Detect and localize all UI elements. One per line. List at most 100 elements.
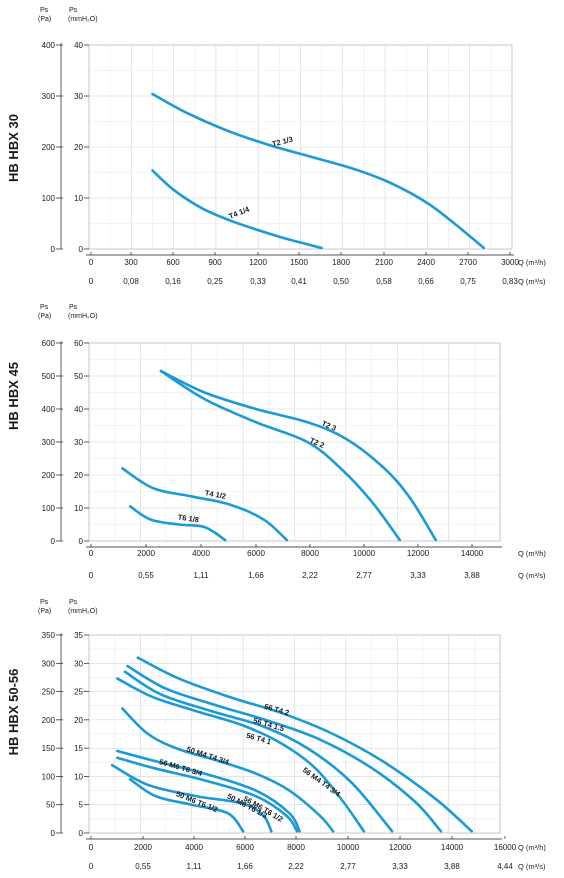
y-tick-label-pa: 300: [42, 92, 56, 101]
x-tick-label: 3000: [501, 258, 519, 267]
chart-panel-3: HB HBX 50-56 Ps (Pa) Ps (mmH₂O) 0 5 10 15 20 25 30 3…: [6, 599, 546, 871]
y-tick-label-pa: 200: [42, 471, 56, 480]
y-tick-label-mm: 50: [74, 372, 83, 381]
x-axis-title: Q (m³/h): [518, 843, 546, 852]
ylabel-mm-symbol: Ps: [69, 7, 78, 14]
x-tick-label-m3s: 2,77: [340, 862, 356, 871]
ylabel-pa-unit: (Pa): [38, 608, 51, 615]
ylabel-mm-symbol: Ps: [69, 304, 78, 311]
y-tick-label-mm: 10: [74, 772, 83, 781]
series-line: [110, 763, 273, 833]
x-axis-title-m3s: Q (m³/s): [518, 862, 546, 871]
y-tick-label-mm: 30: [74, 659, 83, 668]
y-tick-label-mm: 35: [74, 631, 83, 640]
x-tick-label-m3s: 2,22: [288, 862, 304, 871]
y-tick-label-mm: 40: [74, 405, 83, 414]
y-tick-label-pa: 0: [51, 245, 56, 254]
y-tick-label-pa: 400: [42, 41, 56, 50]
series-line: [151, 92, 486, 250]
y-tick-label-pa: 500: [42, 372, 56, 381]
ylabel-pa-symbol: Ps: [40, 7, 49, 14]
chart-title: HB HBX 50-56: [6, 669, 21, 756]
x-tick-label: 14000: [461, 549, 484, 558]
x-tick-label: 2400: [417, 258, 435, 267]
x-axis-title-m3s: Q (m³/s): [518, 571, 546, 580]
x-tick-label-m3s: 0,58: [376, 277, 392, 286]
x-tick-label: 0: [89, 549, 94, 558]
series-line: [159, 369, 438, 542]
x-tick-label: 1500: [290, 258, 308, 267]
x-tick-label: 12000: [389, 843, 412, 852]
series-label: T6 1/8: [177, 513, 199, 525]
ylabel-pa-symbol: Ps: [40, 599, 49, 606]
x-tick-label-m3s: 4,44: [497, 862, 513, 871]
chart-panel-2: HB HBX 45Ps(Pa)Ps(mmH₂O)0102030405060010…: [6, 304, 546, 580]
y-tick-label-pa: 0: [51, 829, 56, 838]
y-tick-label-pa: 200: [42, 143, 56, 152]
x-tick-label-m3s: 1,66: [248, 571, 264, 580]
series-label: T4 1/2: [204, 488, 227, 501]
y-tick-label-pa: 50: [46, 801, 55, 810]
x-tick-label-m3s: 0: [89, 862, 94, 871]
x-tick-label: 900: [208, 258, 222, 267]
series-line: [121, 467, 289, 542]
x-tick-label-m3s: 3,33: [410, 571, 426, 580]
x-tick-label: 2100: [375, 258, 393, 267]
x-tick-label-m3s: 0,75: [460, 277, 476, 286]
x-tick-label: 10000: [353, 549, 376, 558]
ylabel-pa-unit: (Pa): [38, 313, 51, 320]
grid: [88, 342, 501, 542]
x-tick-label: 8000: [287, 843, 305, 852]
series-label: 56 T4 2: [263, 702, 290, 718]
x-tick-label-m3s: 0,41: [291, 277, 307, 286]
x-tick-label: 1800: [332, 258, 350, 267]
y-tick-label-pa: 400: [42, 405, 56, 414]
y-tick-label-pa: 600: [42, 339, 56, 348]
series-line: [128, 777, 245, 833]
x-tick-label: 6000: [236, 843, 254, 852]
x-tick-label: 0: [89, 258, 94, 267]
x-tick-label: 600: [166, 258, 180, 267]
x-tick-label: 12000: [407, 549, 430, 558]
y-tick-label-pa: 0: [51, 537, 56, 546]
series-line: [115, 749, 301, 833]
ylabel-pa-unit: (Pa): [38, 16, 51, 23]
x-tick-label: 2000: [137, 549, 155, 558]
x-tick-label: 4000: [192, 549, 210, 558]
y-tick-label-mm: 20: [74, 471, 83, 480]
y-tick-label-mm: 0: [79, 537, 84, 546]
y-tick-label-mm: 10: [74, 504, 83, 513]
series-line: [128, 505, 227, 542]
x-tick-label-m3s: 0,08: [123, 277, 139, 286]
x-tick-label-m3s: 0,66: [418, 277, 434, 286]
x-tick-label-m3s: 1,11: [194, 571, 210, 580]
x-tick-label-m3s: 0,50: [333, 277, 349, 286]
y-tick-label-mm: 0: [79, 829, 84, 838]
series-line: [115, 756, 299, 833]
series-line: [123, 670, 394, 833]
series-label: T4 1/4: [228, 204, 252, 221]
x-tick-label-m3s: 0,16: [165, 277, 181, 286]
x-tick-label: 8000: [301, 549, 319, 558]
x-tick-label-m3s: 1,66: [237, 862, 253, 871]
series-line: [126, 664, 443, 833]
chart-title: HB HBX 30: [6, 114, 21, 182]
y-tick-label-mm: 30: [74, 92, 83, 101]
x-tick-label: 1200: [249, 258, 267, 267]
y-tick-label-mm: 10: [74, 194, 83, 203]
series-line: [151, 169, 323, 250]
y-tick-label-pa: 100: [42, 504, 56, 513]
x-tick-label-m3s: 0: [89, 571, 94, 580]
plot-frame: [88, 634, 501, 834]
ylabel-mm-unit: (mmH₂O): [68, 313, 98, 320]
y-tick-label-mm: 40: [74, 41, 83, 50]
ylabel-mm-unit: (mmH₂O): [68, 16, 98, 23]
series-line: [136, 656, 474, 833]
series-line: [115, 677, 366, 833]
ylabel-pa-symbol: Ps: [40, 304, 49, 311]
ylabel-mm-symbol: Ps: [69, 599, 78, 606]
x-tick-label-m3s: 2,22: [302, 571, 318, 580]
x-axis-title: Q (m³/h): [518, 549, 546, 558]
x-tick-label: 300: [124, 258, 138, 267]
